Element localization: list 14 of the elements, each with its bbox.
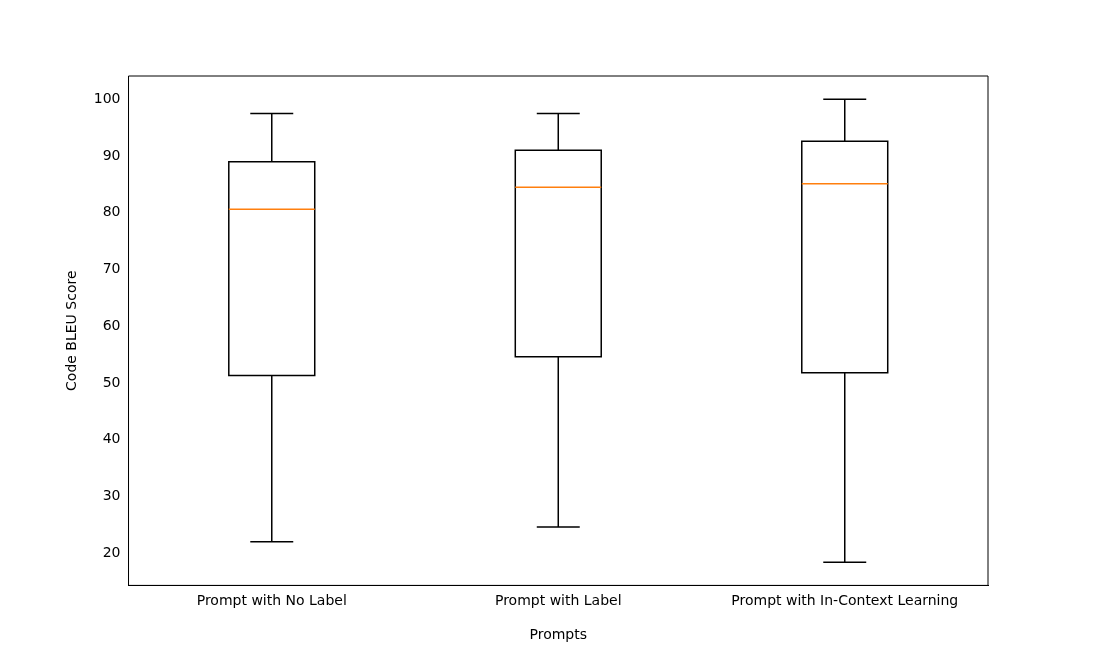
y-tick-label: 30 bbox=[102, 486, 121, 503]
y-tick-label: 60 bbox=[102, 316, 121, 333]
x-tick-label: Prompt with No Label bbox=[196, 592, 347, 609]
y-tick-label: 90 bbox=[102, 146, 121, 163]
y-tick-label: 70 bbox=[102, 260, 121, 277]
x-tick-label: Prompt with In-Context Learning bbox=[731, 592, 959, 609]
x-tick-label: Prompt with Label bbox=[494, 592, 622, 609]
y-tick-label: 50 bbox=[102, 373, 121, 390]
y-tick-label: 80 bbox=[102, 203, 121, 220]
y-axis-title: Code BLEU Score bbox=[63, 270, 80, 391]
y-tick-label: 40 bbox=[102, 430, 121, 447]
y-tick-label: 20 bbox=[102, 543, 121, 560]
x-axis-title: Prompts bbox=[529, 626, 588, 643]
y-tick-label: 100 bbox=[93, 89, 121, 106]
